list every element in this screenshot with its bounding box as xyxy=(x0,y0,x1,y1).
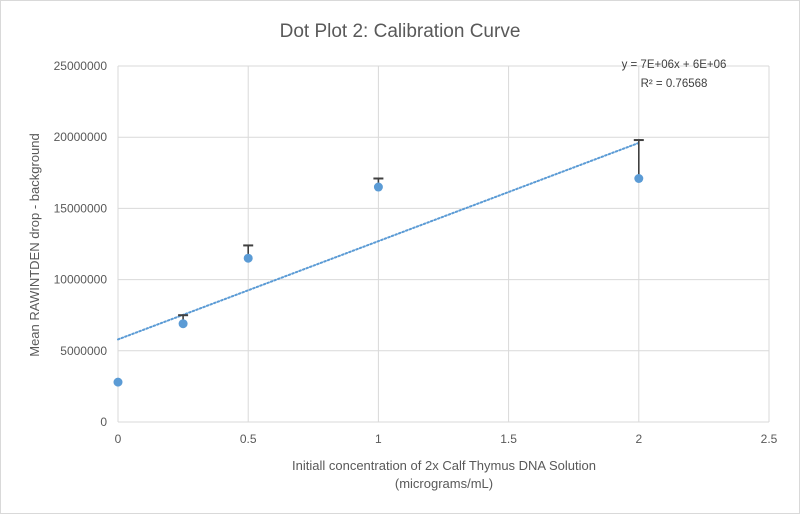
x-tick-label: 2.5 xyxy=(761,432,778,446)
y-tick-label: 25000000 xyxy=(54,59,108,73)
x-axis-label-line2: (micrograms/mL) xyxy=(395,476,493,491)
y-tick-label: 20000000 xyxy=(54,130,108,144)
trendline-group xyxy=(117,141,640,341)
x-tick-label: 1 xyxy=(375,432,382,446)
x-tick-label: 1.5 xyxy=(500,432,517,446)
gridlines xyxy=(117,65,770,423)
y-axis-label: Mean RAWINTDEN drop - background xyxy=(27,133,42,357)
data-point xyxy=(243,253,253,263)
trendline-equation: y = 7E+06x + 6E+06 xyxy=(622,59,727,71)
data-point xyxy=(634,173,644,183)
chart-title: Dot Plot 2: Calibration Curve xyxy=(280,21,521,42)
y-tick-labels: 0 5000000 10000000 15000000 20000000 25000000 xyxy=(54,59,108,429)
data-point xyxy=(373,182,383,192)
x-tick-labels: 0 0.5 1 1.5 2 2.5 xyxy=(115,432,778,446)
x-tick-label: 2 xyxy=(635,432,642,446)
r-squared-label: R² = 0.76568 xyxy=(641,78,708,90)
trendline xyxy=(117,141,640,341)
x-axis-label-line1: Initiall concentration of 2x Calf Thymus… xyxy=(292,458,596,473)
x-tick-label: 0.5 xyxy=(240,432,257,446)
data-points xyxy=(113,173,644,387)
y-tick-label: 15000000 xyxy=(54,201,108,215)
data-point xyxy=(113,377,123,387)
data-point xyxy=(178,319,188,329)
y-tick-label: 0 xyxy=(100,415,107,429)
y-tick-label: 10000000 xyxy=(54,273,108,287)
x-tick-label: 0 xyxy=(115,432,122,446)
y-tick-label: 5000000 xyxy=(60,344,107,358)
